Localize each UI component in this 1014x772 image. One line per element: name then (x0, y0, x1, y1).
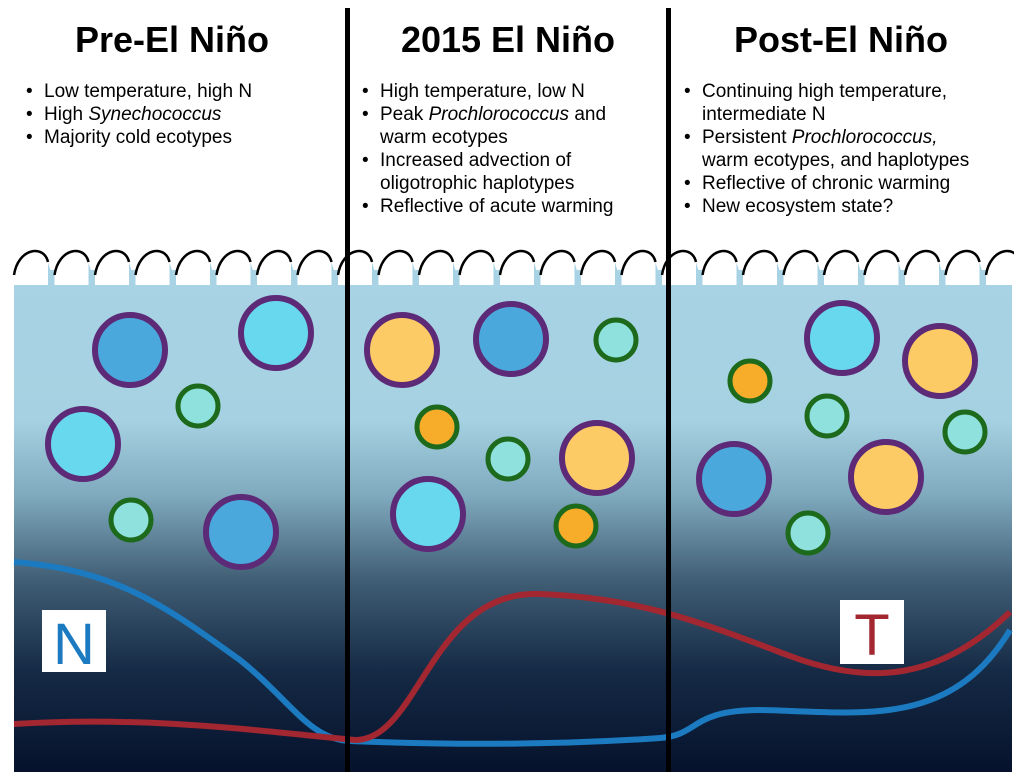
small-cell (727, 358, 773, 404)
temperature-line (13, 590, 1013, 744)
divider-right (666, 8, 671, 772)
divider-left (345, 8, 350, 772)
large-cell (390, 476, 466, 552)
small-cell (553, 503, 599, 549)
nutrient-label-box (42, 610, 106, 672)
large-cell (848, 439, 924, 515)
bullet-item: New ecosystem state? (682, 195, 969, 218)
large-cell (696, 441, 772, 517)
small-cell (942, 409, 988, 455)
panel-pre: Pre-El Niño (7, 0, 337, 62)
large-cell (473, 301, 549, 377)
large-cell (364, 312, 440, 388)
cells-layer (45, 295, 988, 570)
bullet-item: High Synechococcus (24, 103, 252, 126)
panel-elnino: 2015 El Niño (343, 0, 673, 62)
bullet-item: Continuing high temperature,intermediate… (682, 80, 969, 126)
small-cell (414, 404, 460, 450)
panel-post: Post-El Niño (676, 0, 1006, 62)
bullet-item: High temperature, low N (360, 80, 613, 103)
nutrient-line (13, 559, 1013, 747)
bullet-item: Majority cold ecotypes (24, 126, 252, 149)
temperature-label-box (840, 600, 904, 664)
panel-title: 2015 El Niño (400, 19, 616, 60)
temperature-label: T (854, 603, 889, 668)
small-cell (485, 436, 531, 482)
bullet-list-pre: Low temperature, high N High Synechococc… (24, 80, 252, 149)
bullet-item: Reflective of chronic warming (682, 172, 969, 195)
nutrient-label: N (53, 612, 95, 677)
small-cell (175, 383, 221, 429)
large-cell (45, 406, 121, 482)
small-cell (785, 510, 831, 556)
bullet-list-post: Continuing high temperature,intermediate… (682, 80, 969, 218)
small-cell (108, 497, 154, 543)
bullet-item: Low temperature, high N (24, 80, 252, 103)
large-cell (238, 295, 314, 371)
large-cell (804, 300, 880, 376)
small-cell (593, 317, 639, 363)
panel-title: Post-El Niño (734, 19, 948, 60)
bullet-item: Reflective of acute warming (360, 195, 613, 218)
large-cell (902, 323, 978, 399)
large-cell (92, 312, 168, 388)
bullet-item: Persistent Prochlorococcus,warm ecotypes… (682, 126, 969, 172)
small-cell (804, 393, 850, 439)
panel-title: Pre-El Niño (74, 19, 270, 60)
large-cell (203, 494, 279, 570)
large-cell (559, 420, 635, 496)
bullet-list-elnino: High temperature, low N Peak Prochloroco… (360, 80, 613, 218)
